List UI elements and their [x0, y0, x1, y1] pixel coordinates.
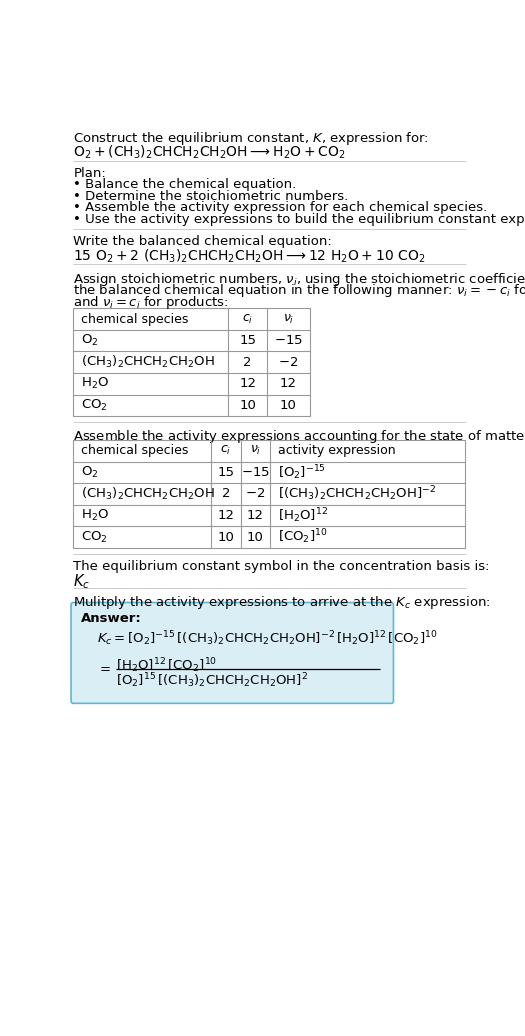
Text: $=$: $=$: [97, 661, 111, 673]
Text: $K_c = [\mathrm{O_2}]^{-15}\, [(\mathrm{CH_3})_2\mathrm{CHCH_2CH_2OH}]^{-2}\, [\: $K_c = [\mathrm{O_2}]^{-15}\, [(\mathrm{…: [97, 630, 437, 649]
Text: $K_c$: $K_c$: [74, 573, 90, 592]
Text: $\nu_i$: $\nu_i$: [283, 313, 294, 325]
Text: The equilibrium constant symbol in the concentration basis is:: The equilibrium constant symbol in the c…: [74, 560, 490, 573]
Text: $\mathrm{O_2}$: $\mathrm{O_2}$: [81, 465, 99, 480]
Text: $\mathrm{O_2 + (CH_3)_2CHCH_2CH_2OH} \longrightarrow \mathrm{H_2O + CO_2}$: $\mathrm{O_2 + (CH_3)_2CHCH_2CH_2OH} \lo…: [74, 144, 346, 161]
Text: chemical species: chemical species: [81, 444, 188, 457]
Text: $-15$: $-15$: [241, 466, 270, 479]
Text: $[\mathrm{H_2O}]^{12}$: $[\mathrm{H_2O}]^{12}$: [278, 507, 328, 525]
Text: chemical species: chemical species: [81, 313, 188, 325]
Text: Construct the equilibrium constant, $K$, expression for:: Construct the equilibrium constant, $K$,…: [74, 131, 429, 147]
Text: 10: 10: [280, 399, 297, 412]
Text: $-15$: $-15$: [274, 335, 303, 347]
Text: Plan:: Plan:: [74, 167, 106, 179]
Text: $\mathrm{H_2O}$: $\mathrm{H_2O}$: [81, 508, 109, 523]
Text: $\mathrm{15\ O_2 + 2\ (CH_3)_2CHCH_2CH_2OH} \longrightarrow \mathrm{12\ H_2O + 1: $\mathrm{15\ O_2 + 2\ (CH_3)_2CHCH_2CH_2…: [74, 248, 426, 265]
Text: $c_i$: $c_i$: [242, 313, 254, 325]
Text: $c_i$: $c_i$: [220, 444, 232, 457]
Text: 10: 10: [247, 530, 264, 544]
Text: Write the balanced chemical equation:: Write the balanced chemical equation:: [74, 235, 332, 249]
Text: 12: 12: [239, 377, 256, 391]
Text: • Determine the stoichiometric numbers.: • Determine the stoichiometric numbers.: [74, 190, 349, 203]
Text: $\nu_i$: $\nu_i$: [250, 444, 261, 457]
Text: Answer:: Answer:: [81, 612, 142, 626]
Text: 2: 2: [244, 355, 252, 369]
Text: $\mathrm{CO_2}$: $\mathrm{CO_2}$: [81, 529, 108, 545]
Text: • Use the activity expressions to build the equilibrium constant expression.: • Use the activity expressions to build …: [74, 212, 525, 226]
Text: 10: 10: [239, 399, 256, 412]
Text: • Assemble the activity expression for each chemical species.: • Assemble the activity expression for e…: [74, 201, 488, 214]
Text: the balanced chemical equation in the following manner: $\nu_i = -c_i$ for react: the balanced chemical equation in the fo…: [74, 282, 525, 299]
Text: $[\mathrm{O_2}]^{-15}$: $[\mathrm{O_2}]^{-15}$: [278, 463, 326, 482]
Text: Assign stoichiometric numbers, $\nu_i$, using the stoichiometric coefficients, $: Assign stoichiometric numbers, $\nu_i$, …: [74, 270, 525, 288]
Text: 15: 15: [217, 466, 235, 479]
Text: $-2$: $-2$: [278, 355, 299, 369]
Text: $\mathrm{CO_2}$: $\mathrm{CO_2}$: [81, 398, 108, 413]
Text: Mulitply the activity expressions to arrive at the $K_c$ expression:: Mulitply the activity expressions to arr…: [74, 594, 491, 611]
FancyBboxPatch shape: [71, 603, 393, 703]
Text: Assemble the activity expressions accounting for the state of matter and $\nu_i$: Assemble the activity expressions accoun…: [74, 429, 525, 445]
Text: 12: 12: [247, 509, 264, 522]
Text: • Balance the chemical equation.: • Balance the chemical equation.: [74, 178, 297, 192]
Text: $[\mathrm{CO_2}]^{10}$: $[\mathrm{CO_2}]^{10}$: [278, 527, 328, 546]
Text: $\mathrm{(CH_3)_2CHCH_2CH_2OH}$: $\mathrm{(CH_3)_2CHCH_2CH_2OH}$: [81, 354, 215, 370]
Text: $[\mathrm{H_2O}]^{12}\, [\mathrm{CO_2}]^{10}$: $[\mathrm{H_2O}]^{12}\, [\mathrm{CO_2}]^…: [116, 657, 217, 675]
Text: and $\nu_i = c_i$ for products:: and $\nu_i = c_i$ for products:: [74, 294, 229, 311]
Text: $[\mathrm{O_2}]^{15}\, [(\mathrm{CH_3})_2\mathrm{CHCH_2CH_2OH}]^{2}$: $[\mathrm{O_2}]^{15}\, [(\mathrm{CH_3})_…: [116, 671, 308, 690]
Text: $-2$: $-2$: [245, 487, 266, 500]
Text: activity expression: activity expression: [278, 444, 396, 457]
Text: $\mathrm{(CH_3)_2CHCH_2CH_2OH}$: $\mathrm{(CH_3)_2CHCH_2CH_2OH}$: [81, 486, 215, 502]
Text: $[(\mathrm{CH_3})_2\mathrm{CHCH_2CH_2OH}]^{-2}$: $[(\mathrm{CH_3})_2\mathrm{CHCH_2CH_2OH}…: [278, 485, 436, 503]
Bar: [74, 440, 465, 548]
Text: $\mathrm{H_2O}$: $\mathrm{H_2O}$: [81, 376, 109, 392]
Text: 12: 12: [280, 377, 297, 391]
Bar: [74, 309, 310, 416]
Text: 15: 15: [239, 335, 256, 347]
Text: 10: 10: [218, 530, 235, 544]
Text: 12: 12: [217, 509, 235, 522]
Text: $\mathrm{O_2}$: $\mathrm{O_2}$: [81, 334, 99, 348]
Text: 2: 2: [222, 487, 230, 500]
